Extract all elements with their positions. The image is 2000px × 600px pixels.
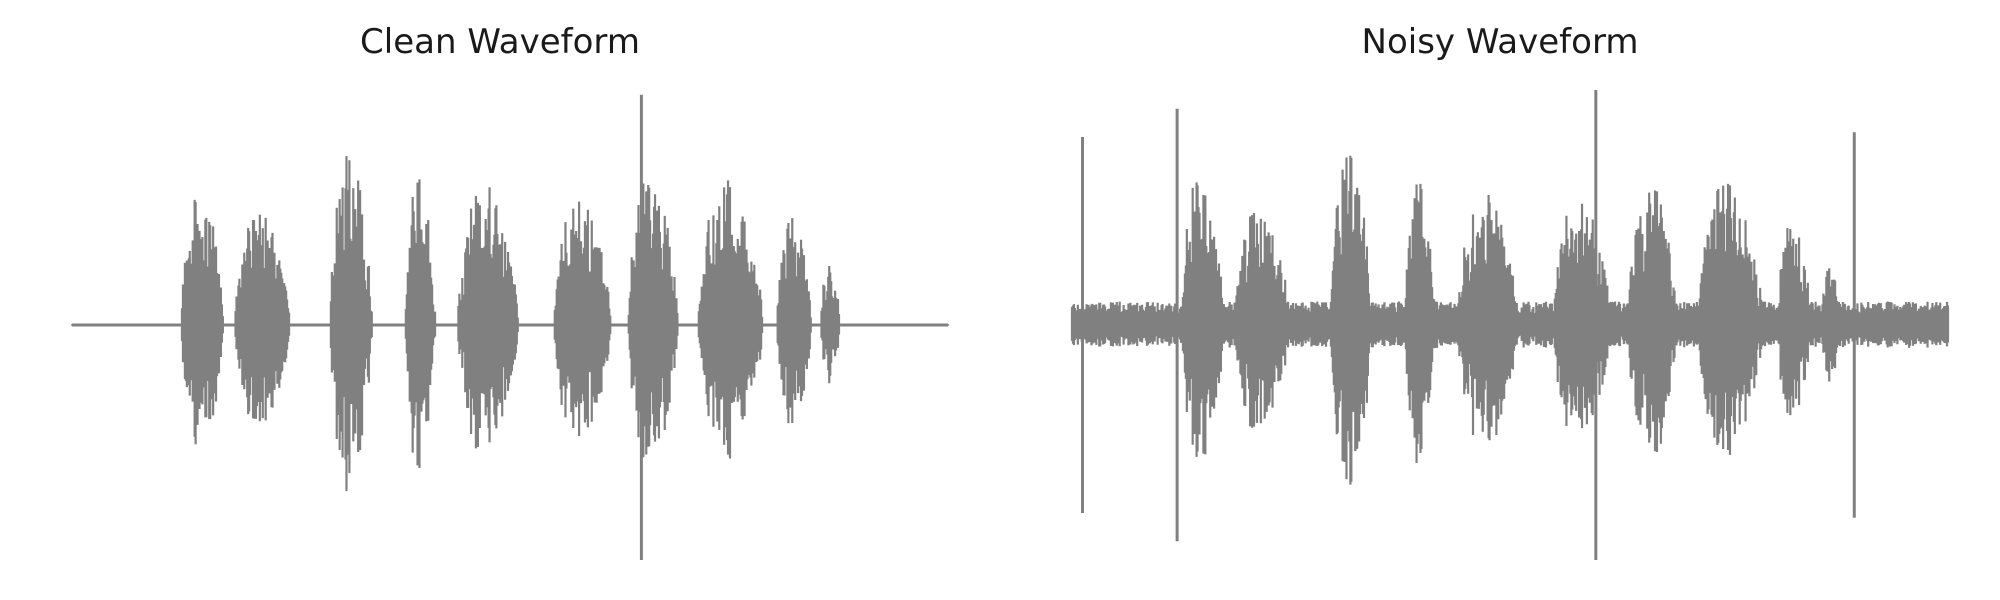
waveform-samples: [1070, 155, 1950, 485]
clean-waveform-plot: [70, 94, 950, 560]
waveform-trace: [70, 156, 950, 492]
noisy-waveform-plot: [1070, 90, 1950, 560]
waveform-samples: [70, 156, 950, 492]
clean-waveform-title: Clean Waveform: [360, 22, 640, 62]
noisy-waveform-title: Noisy Waveform: [1361, 22, 1639, 62]
waveform-trace: [1070, 155, 1950, 485]
noisy-waveform-panel: Noisy Waveform: [1000, 0, 2000, 600]
clean-waveform-panel: Clean Waveform: [70, 22, 950, 560]
